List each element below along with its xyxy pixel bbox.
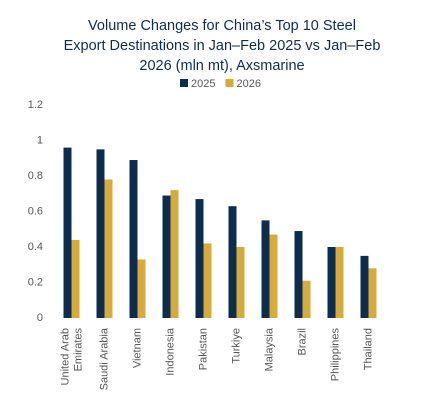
x-tick-label: Brazil bbox=[296, 328, 308, 356]
y-tick-label: 1.2 bbox=[28, 99, 43, 111]
bar bbox=[261, 220, 270, 318]
y-tick-label: 1 bbox=[37, 134, 43, 146]
x-tick-label: United ArabEmirates bbox=[59, 328, 84, 386]
chart-title: Volume Changes for China’s Top 10 Steel bbox=[88, 18, 356, 34]
legend-swatch bbox=[180, 79, 188, 87]
bar bbox=[195, 199, 204, 318]
x-tick-label-line: Emirates bbox=[72, 328, 84, 372]
bar bbox=[302, 280, 311, 318]
x-tick-label: Malaysia bbox=[263, 327, 275, 371]
bar bbox=[137, 259, 146, 318]
x-tick-label: Pakistan bbox=[197, 328, 209, 370]
bar bbox=[228, 206, 237, 318]
bar bbox=[203, 243, 212, 318]
x-tick-label: Vietnam bbox=[131, 328, 143, 368]
bar bbox=[170, 190, 179, 318]
bar bbox=[129, 160, 138, 318]
x-tick-label: Turkiye bbox=[230, 328, 242, 364]
bar bbox=[368, 268, 377, 318]
chart-title: Export Destinations in Jan–Feb 2025 vs J… bbox=[64, 38, 381, 54]
x-tick-label: Thailand bbox=[362, 328, 374, 370]
x-tick-label: Saudi Arabia bbox=[98, 327, 110, 390]
bar bbox=[236, 247, 245, 318]
bar bbox=[63, 147, 72, 318]
bar bbox=[360, 255, 369, 318]
bar bbox=[269, 234, 278, 318]
bar bbox=[71, 239, 80, 318]
y-tick-label: 0.8 bbox=[28, 170, 43, 182]
bar bbox=[327, 247, 336, 318]
y-tick-label: 0 bbox=[37, 312, 43, 324]
x-tick-label: Indonesia bbox=[164, 327, 176, 376]
legend-label: 2026 bbox=[236, 78, 260, 90]
chart-title: 2026 (mln mt), Axsmarine bbox=[139, 58, 304, 74]
y-tick-label: 0.6 bbox=[28, 205, 43, 217]
bar bbox=[104, 179, 113, 318]
y-tick-label: 0.4 bbox=[28, 241, 43, 253]
legend-swatch bbox=[225, 79, 234, 87]
legend-label: 2025 bbox=[191, 78, 215, 90]
x-tick-label: Philippines bbox=[329, 328, 341, 382]
bar bbox=[335, 247, 344, 318]
bar bbox=[96, 149, 105, 318]
bar bbox=[294, 231, 303, 318]
y-tick-label: 0.2 bbox=[28, 276, 43, 288]
x-tick-label-line: United Arab bbox=[59, 328, 71, 385]
bar bbox=[162, 195, 171, 318]
